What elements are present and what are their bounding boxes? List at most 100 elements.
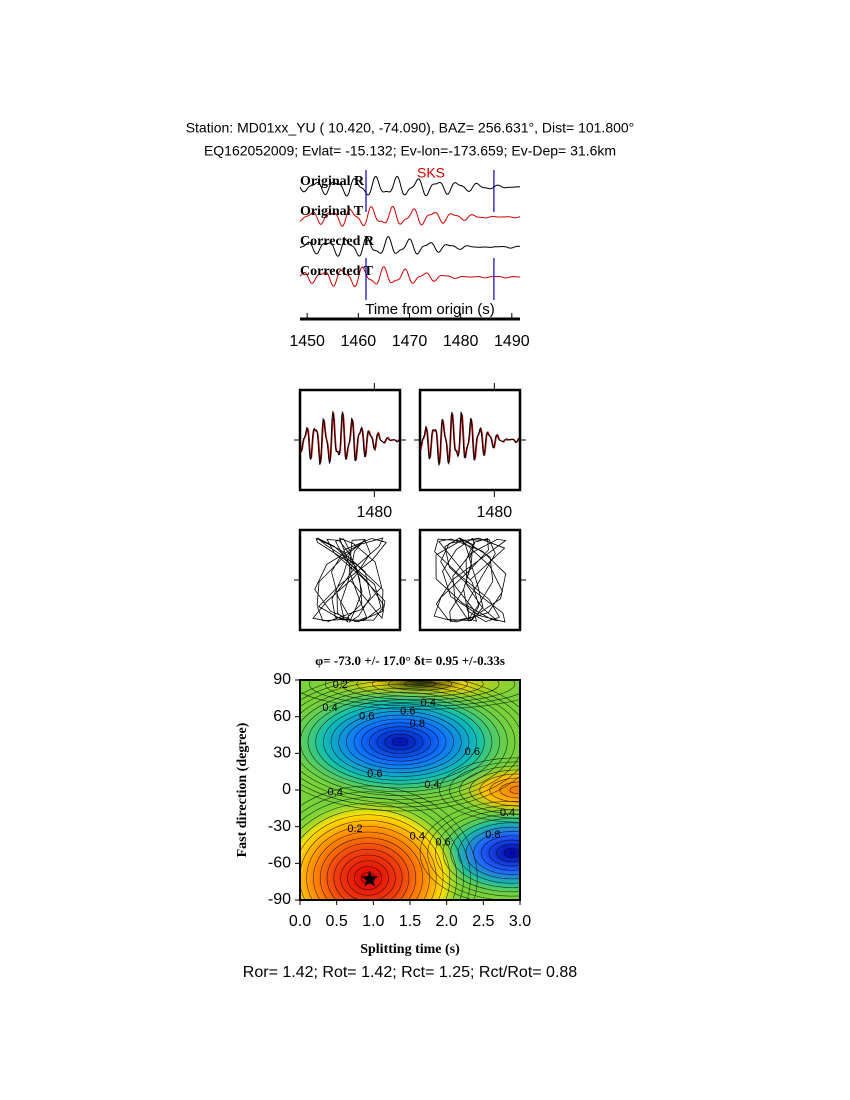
contour-line	[372, 680, 468, 694]
y-tick-label: -60	[268, 855, 291, 872]
trace-label: Corrected T	[300, 264, 374, 279]
y-tick-label: 0	[282, 781, 291, 798]
x-tick-label: 0.5	[326, 913, 348, 930]
contour-label: 0.8	[410, 718, 425, 730]
best-fit-star	[361, 870, 379, 887]
contour-line	[388, 680, 452, 691]
contour-line	[499, 781, 520, 799]
contour-line	[488, 839, 520, 867]
x-tick-label: 1460	[341, 333, 377, 350]
contour-line	[323, 703, 477, 781]
x-tick-label: 1450	[289, 333, 325, 350]
trace-label: Original T	[300, 204, 364, 219]
contour-line	[459, 765, 520, 815]
x-tick-label: 3.0	[509, 913, 531, 930]
contour-line	[439, 757, 520, 823]
y-tick-label: 90	[273, 671, 291, 688]
contour-line	[340, 854, 396, 900]
contour-title: φ= -73.0 +/- 17.0° δt= 0.95 +/-0.33s	[315, 653, 505, 668]
contour-line	[369, 726, 431, 758]
footer: Ror= 1.42; Rot= 1.42; Rct= 1.25; Rct/Rot…	[243, 964, 578, 981]
contour-line	[315, 699, 485, 785]
contour-label: 0.6	[367, 768, 382, 780]
contour-line	[392, 737, 408, 747]
contour-line	[313, 831, 423, 900]
contour-label: 0.4	[328, 786, 343, 798]
window-trace	[420, 410, 520, 466]
x-axis-label: Time from origin (s)	[365, 301, 494, 318]
contour-line	[496, 844, 520, 862]
header-line1: Station: MD01xx_YU ( 10.420, -74.090), B…	[186, 120, 635, 136]
contour-line	[419, 800, 520, 900]
contour-line	[306, 825, 430, 900]
contour-label: 0.6	[435, 836, 450, 848]
contour-line	[509, 785, 520, 795]
contour-label: 0.6	[359, 711, 374, 723]
x-tick-label: 1490	[494, 333, 530, 350]
contour-line	[330, 707, 470, 777]
y-tick-label: 60	[273, 708, 291, 725]
x-tick-label: 1480	[357, 504, 393, 521]
contour-line	[300, 680, 520, 808]
window-trace	[300, 411, 400, 465]
contour-line	[479, 773, 520, 807]
trace-panel: Original R Original T Corrected R Corrected…	[289, 165, 529, 351]
particle-motion	[312, 537, 387, 624]
phase-label: SKS	[417, 165, 445, 181]
contour-line	[449, 761, 520, 819]
contour-line	[469, 769, 520, 811]
trace	[299, 205, 521, 227]
contour-line	[361, 722, 439, 762]
contour-label: 0.4	[500, 807, 515, 819]
contour-line	[346, 714, 454, 770]
y-tick-label: -30	[268, 818, 291, 835]
x-tick-label: 0.0	[289, 913, 311, 930]
contour-label: 0.8	[485, 829, 500, 841]
y-tick-label: 30	[273, 745, 291, 762]
contour-label: 0.6	[400, 706, 415, 718]
contour-line	[356, 680, 484, 697]
x-tick-label: 1.0	[362, 913, 384, 930]
contour-line	[300, 791, 471, 900]
header-line2: EQ162052009; Evlat= -15.132; Ev-lon=-173…	[204, 143, 616, 159]
contour-line	[300, 688, 508, 796]
x-tick-label: 2.0	[436, 913, 458, 930]
x-tick-label: 1470	[392, 333, 428, 350]
contour-line	[309, 680, 520, 707]
contour-line	[319, 837, 417, 900]
particle-motion	[433, 537, 507, 623]
contour-line	[450, 818, 520, 888]
contour-line	[324, 680, 516, 704]
trace-label: Original R	[300, 174, 365, 189]
x-tick-label: 2.5	[472, 913, 494, 930]
contour-line	[300, 802, 458, 900]
contour-label: 0.2	[347, 823, 362, 835]
contour-line	[300, 785, 478, 900]
contour-line	[338, 711, 462, 773]
contour-line	[300, 680, 520, 812]
contour-line	[300, 691, 520, 710]
contour-line	[376, 730, 424, 754]
contour-line	[384, 734, 416, 750]
contour-line	[300, 684, 516, 800]
contour-label: 0.4	[421, 697, 436, 709]
contour-line	[353, 718, 447, 766]
contour-line	[347, 860, 389, 896]
contour-line	[300, 814, 444, 900]
contour-label: 0.4	[424, 779, 439, 791]
trace-label: Corrected R	[300, 234, 375, 249]
contour-line	[481, 835, 520, 871]
y-axis-label: Fast direction (degree)	[235, 722, 250, 857]
trace	[299, 266, 520, 288]
contour-line	[489, 777, 520, 803]
contour-label: 0.4	[322, 702, 337, 714]
x-tick-label: 1480	[443, 333, 479, 350]
contour-line	[465, 826, 520, 880]
y-tick-label: -90	[268, 891, 291, 908]
contour-line	[458, 822, 520, 884]
contour-label: 0.4	[410, 830, 425, 842]
trace	[299, 235, 521, 257]
contour-line	[300, 820, 437, 900]
contour-line	[333, 848, 403, 900]
